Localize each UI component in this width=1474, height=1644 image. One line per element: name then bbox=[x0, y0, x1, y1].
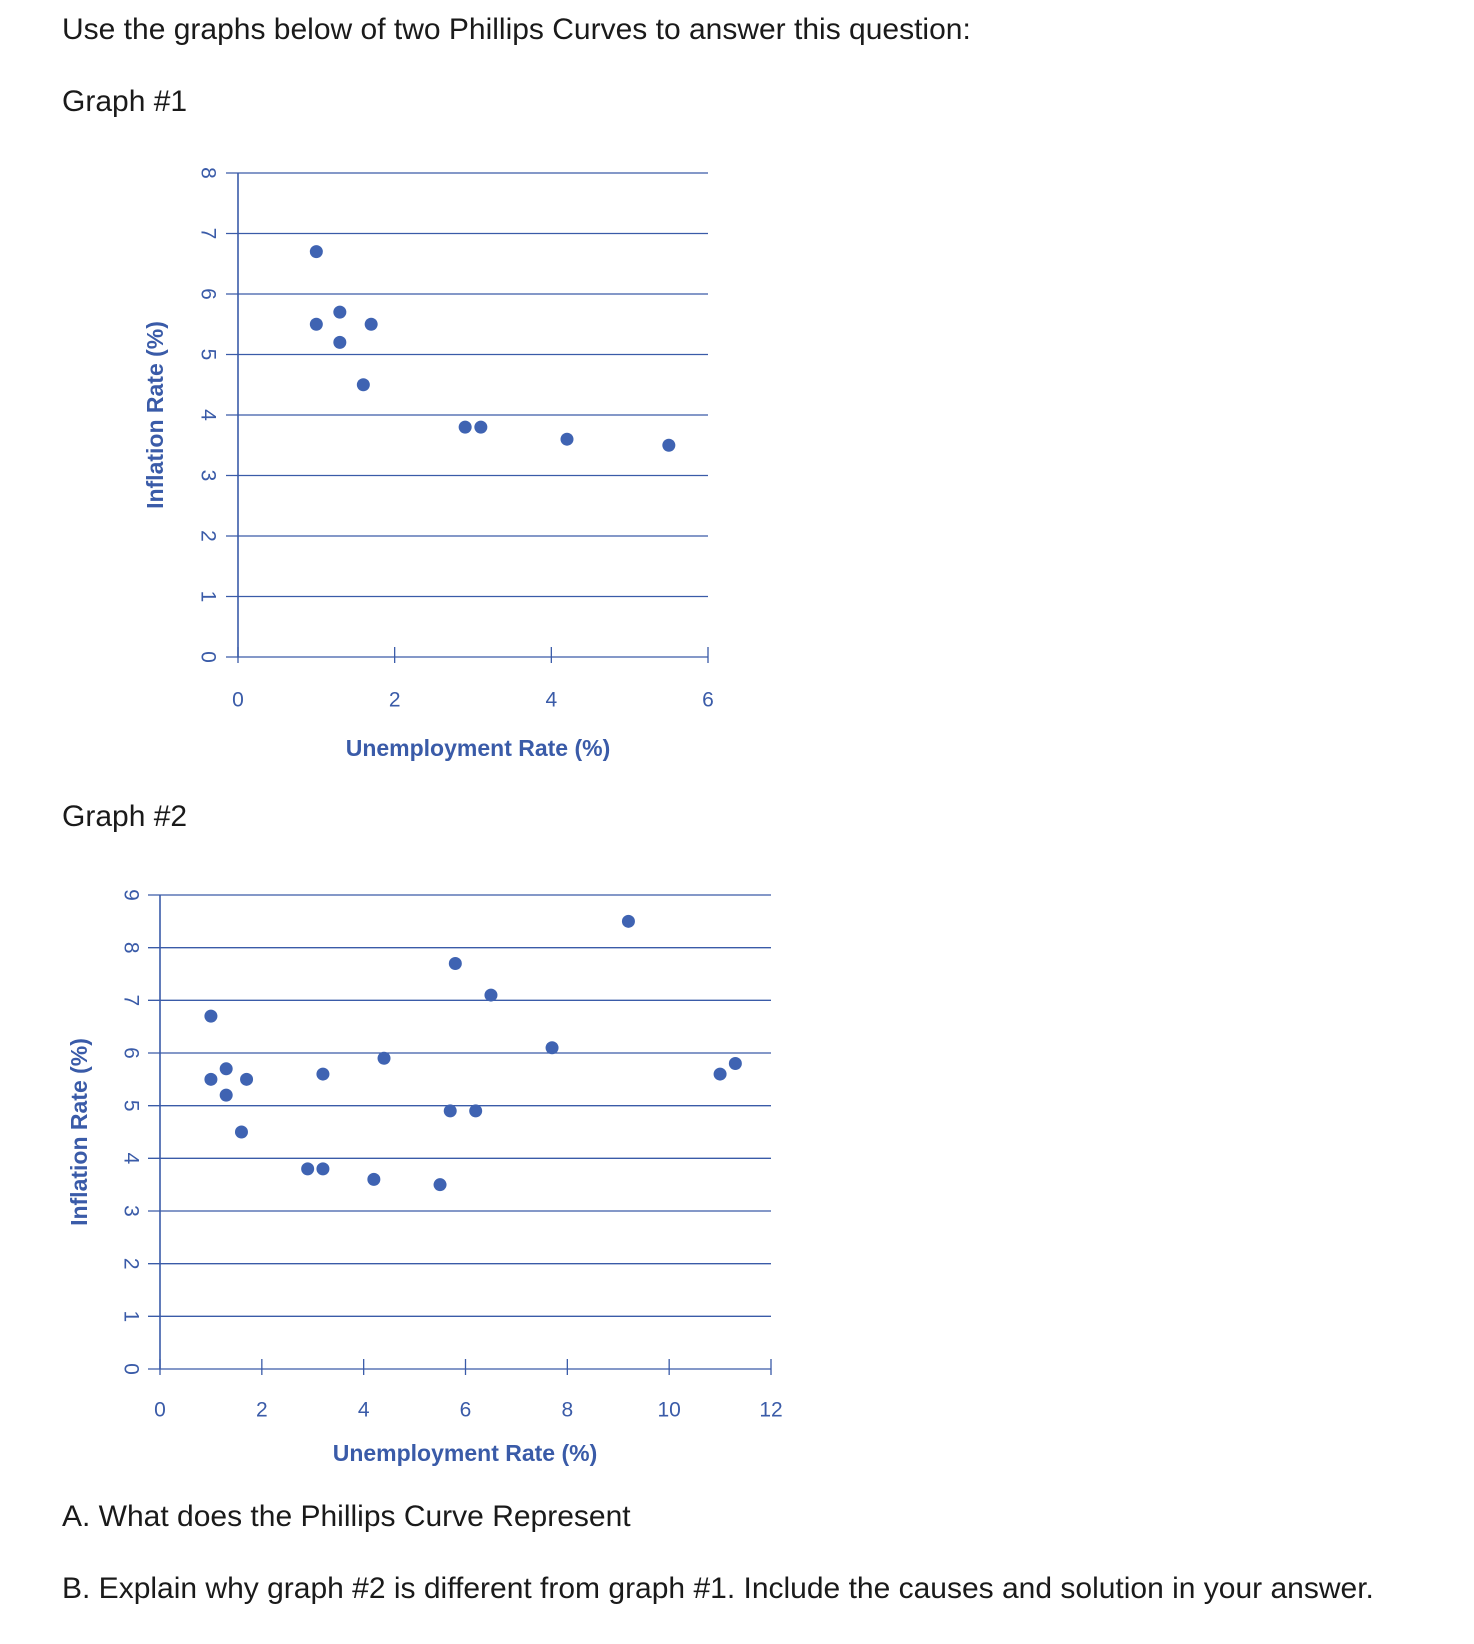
chart1-data-point bbox=[356, 378, 370, 392]
chart2-data-point bbox=[367, 1172, 381, 1186]
chart2-x-tick-label: 4 bbox=[358, 1399, 370, 1422]
chart1-x-tick-label: 2 bbox=[389, 689, 401, 712]
chart1-y-tick-label: 1 bbox=[197, 591, 220, 603]
chart1-x-tick-label: 6 bbox=[702, 689, 714, 712]
chart2-data-point bbox=[219, 1062, 233, 1076]
chart2-data-point bbox=[234, 1125, 248, 1139]
chart2-x-tick-label: 8 bbox=[561, 1399, 573, 1422]
chart2-y-tick-label: 9 bbox=[120, 889, 143, 901]
chart2-y-tick-label: 5 bbox=[120, 1100, 143, 1112]
chart1-y-tick-label: 6 bbox=[197, 288, 220, 300]
chart2-y-tick-label: 6 bbox=[120, 1047, 143, 1059]
chart1-data-point bbox=[458, 420, 472, 434]
graph1-title: Graph #1 bbox=[62, 85, 188, 118]
chart2-y-axis-title: Inflation Rate (%) bbox=[66, 1038, 92, 1226]
chart2-data-point bbox=[240, 1072, 254, 1086]
chart2-y-tick-label: 4 bbox=[120, 1152, 143, 1164]
chart1-y-tick-label: 5 bbox=[197, 349, 220, 361]
chart2-data-point bbox=[219, 1088, 233, 1102]
question-b: B. Explain why graph #2 is different fro… bbox=[62, 1572, 1374, 1605]
chart2-y-tick-label: 2 bbox=[120, 1258, 143, 1270]
chart2-y-tick-label: 7 bbox=[120, 994, 143, 1006]
chart2-data-point bbox=[433, 1178, 447, 1192]
chart1-y-tick-label: 0 bbox=[197, 651, 220, 663]
chart2-x-tick-label: 12 bbox=[759, 1399, 782, 1422]
chart2-data-point bbox=[204, 1072, 218, 1086]
chart2-x-tick-label: 2 bbox=[256, 1399, 268, 1422]
chart2-x-tick-label: 10 bbox=[657, 1399, 680, 1422]
chart1-y-tick-label: 8 bbox=[197, 167, 220, 179]
chart2-data-point bbox=[545, 1041, 559, 1055]
chart2-data-point bbox=[204, 1009, 218, 1023]
chart1-data-point bbox=[309, 245, 323, 259]
chart2-data-point bbox=[728, 1057, 742, 1071]
intro-text: Use the graphs below of two Phillips Cur… bbox=[62, 13, 971, 46]
chart1-data-point bbox=[333, 335, 347, 349]
chart2-data-point bbox=[621, 914, 635, 928]
chart1-y-tick-label: 3 bbox=[197, 470, 220, 482]
chart1-y-tick-label: 2 bbox=[197, 530, 220, 542]
chart1-y-axis-title: Inflation Rate (%) bbox=[142, 321, 168, 509]
chart1-x-axis-title: Unemployment Rate (%) bbox=[346, 735, 611, 761]
graph2-title: Graph #2 bbox=[62, 800, 188, 833]
chart1-data-point bbox=[474, 420, 488, 434]
chart1-data-point bbox=[364, 317, 378, 331]
chart1-data-point bbox=[662, 438, 676, 452]
chart2-y-tick-label: 0 bbox=[120, 1363, 143, 1375]
chart1-y-tick-label: 4 bbox=[197, 409, 220, 421]
chart1-data-point bbox=[309, 317, 323, 331]
chart1-y-tick-label: 7 bbox=[197, 228, 220, 240]
chart2-x-axis-title: Unemployment Rate (%) bbox=[333, 1440, 598, 1466]
chart2-data-point bbox=[443, 1104, 457, 1118]
chart2-y-tick-label: 1 bbox=[120, 1310, 143, 1322]
chart2-data-point bbox=[713, 1067, 727, 1081]
chart2-y-tick-label: 8 bbox=[120, 942, 143, 954]
chart2-data-point bbox=[484, 988, 498, 1002]
chart2-data-point bbox=[316, 1162, 330, 1176]
chart2-x-tick-label: 6 bbox=[460, 1399, 472, 1422]
chart2-data-point bbox=[301, 1162, 315, 1176]
chart1-x-tick-label: 0 bbox=[232, 689, 244, 712]
chart2-x-tick-label: 0 bbox=[154, 1399, 166, 1422]
chart1-data-point bbox=[333, 305, 347, 319]
chart2-data-point bbox=[469, 1104, 483, 1118]
chart2-data-point bbox=[316, 1067, 330, 1081]
chart2-data-point bbox=[448, 956, 462, 970]
chart1-x-tick-label: 4 bbox=[545, 689, 557, 712]
chart2-data-point bbox=[377, 1051, 391, 1065]
question-a: A. What does the Phillips Curve Represen… bbox=[62, 1500, 631, 1533]
chart2-y-tick-label: 3 bbox=[120, 1205, 143, 1217]
chart1-data-point bbox=[560, 432, 574, 446]
